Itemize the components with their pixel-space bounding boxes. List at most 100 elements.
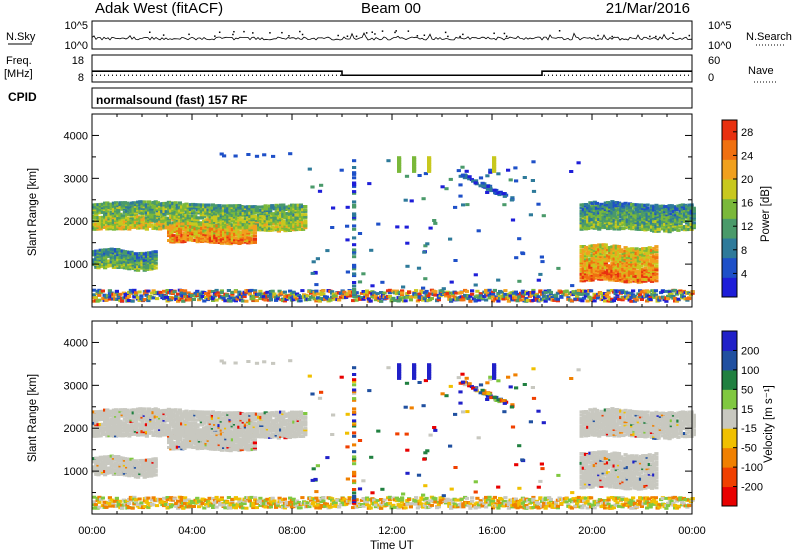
- power-cell: [184, 230, 189, 234]
- power-cell: [588, 247, 593, 251]
- power-cell: [473, 298, 478, 302]
- power-cell: [100, 206, 105, 209]
- power-cell: [608, 226, 613, 230]
- power-cell: [583, 224, 589, 228]
- power-cell: [178, 237, 183, 241]
- power-cell: [639, 298, 644, 301]
- power-cell: [96, 227, 101, 231]
- power-cell: [116, 222, 121, 226]
- velocity-cell: [127, 433, 132, 436]
- power-cell: [599, 255, 604, 258]
- velocity-cell: [105, 416, 110, 420]
- power-cell: [608, 218, 613, 222]
- power-cell: [605, 272, 611, 276]
- power-cell: [641, 221, 646, 225]
- power-cell: [133, 258, 138, 262]
- power-cell: [232, 223, 237, 227]
- power-cell: [224, 216, 229, 220]
- power-cell: [590, 205, 595, 209]
- power-cell: [275, 296, 280, 300]
- power-cell: [109, 215, 114, 219]
- power-cell: [237, 215, 242, 219]
- power-cell: [594, 218, 600, 222]
- velocity-cell: [107, 427, 112, 431]
- power-cell: [597, 266, 602, 270]
- power-cell: [127, 267, 132, 271]
- power-cell: [155, 209, 160, 213]
- power-cell: [127, 222, 132, 226]
- power-cell: [138, 226, 143, 230]
- power-cell: [634, 262, 639, 265]
- power-cell: [610, 216, 615, 220]
- power-cell: [96, 253, 101, 257]
- power-cell: [513, 296, 518, 300]
- power-cell: [281, 226, 286, 230]
- power-cell: [103, 208, 108, 212]
- power-cell: [180, 238, 185, 242]
- power-cell: [599, 212, 604, 216]
- power-cell: [189, 222, 194, 226]
- power-cell: [118, 224, 123, 228]
- power-cell: [142, 200, 147, 204]
- power-cell: [197, 232, 202, 236]
- power-cell: [254, 210, 259, 214]
- power-cell: [619, 212, 624, 216]
- velocity-cell: [162, 426, 167, 430]
- power-cell: [427, 169, 432, 173]
- power-cell: [601, 275, 606, 279]
- power-cell: [290, 226, 295, 230]
- power-cell: [175, 210, 180, 214]
- power-cell: [425, 242, 430, 246]
- power-cell: [206, 236, 211, 240]
- power-cell: [114, 217, 119, 221]
- power-cell: [317, 189, 323, 193]
- velocity-cell: [111, 416, 116, 420]
- power-cell: [235, 204, 240, 208]
- power-cell: [151, 296, 156, 300]
- velocity-cell: [171, 412, 176, 416]
- power-cell: [669, 212, 674, 216]
- power-cell: [606, 289, 611, 293]
- velocity-cell: [116, 411, 121, 415]
- power-cell: [590, 254, 595, 257]
- velocity-cell: [129, 408, 134, 412]
- power-cell: [180, 215, 185, 219]
- power-cell: [476, 229, 481, 233]
- power-cell: [588, 217, 593, 221]
- power-cell: [630, 274, 635, 278]
- power-cell: [259, 208, 264, 212]
- power-cell: [138, 253, 143, 257]
- power-cell: [248, 226, 253, 230]
- power-cell: [592, 266, 597, 270]
- power-cell: [645, 263, 650, 267]
- power-cell: [643, 256, 648, 260]
- power-cell: [612, 211, 617, 215]
- power-cell: [462, 176, 467, 180]
- power-cell: [221, 217, 226, 221]
- power-cell: [180, 240, 185, 244]
- power-cell: [503, 292, 508, 296]
- power-cell: [583, 272, 589, 275]
- power-cell: [193, 216, 198, 220]
- power-cell: [592, 268, 597, 272]
- power-cell: [680, 214, 685, 218]
- power-cell: [669, 209, 674, 213]
- power-cell: [188, 208, 193, 211]
- power-cell: [601, 213, 606, 217]
- power-cell: [614, 202, 619, 206]
- power-cell: [243, 218, 248, 222]
- velocity-cell: [160, 433, 165, 437]
- power-cell: [643, 261, 648, 265]
- power-cell: [116, 257, 121, 261]
- power-cell: [586, 253, 591, 257]
- power-cell: [634, 260, 639, 264]
- power-cell: [636, 227, 641, 231]
- velocity-cell: [191, 424, 196, 428]
- power-cell: [186, 238, 191, 242]
- power-cell: [301, 223, 306, 226]
- power-cell: [603, 261, 608, 265]
- power-cell: [636, 277, 641, 281]
- power-cell: [621, 215, 626, 219]
- power-cell: [294, 213, 299, 217]
- power-cell: [142, 206, 147, 210]
